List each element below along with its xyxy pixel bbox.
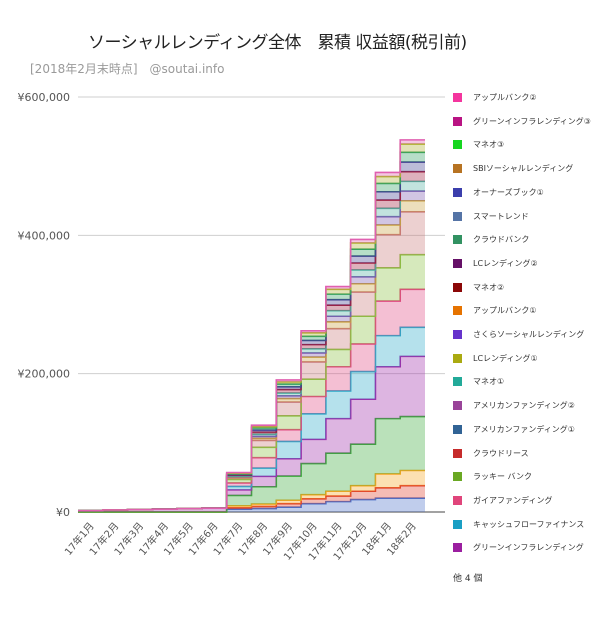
legend-label: ガイアファンディング	[473, 495, 553, 505]
legend-swatch	[453, 424, 462, 434]
legend-label: キャッシュフローファイナンス	[473, 519, 585, 529]
legend-label: クラウドバンク	[473, 235, 530, 245]
legend-label: スマートレンド	[473, 211, 529, 221]
series-area	[78, 181, 425, 511]
series-area	[78, 171, 425, 511]
x-axis-ticks: 17年1月17年2月17年3月17年4月17年5月17年6月17年7月17年8月…	[62, 520, 419, 563]
legend-swatch	[453, 401, 462, 411]
legend-swatch	[453, 282, 462, 292]
legend-swatch	[453, 519, 462, 529]
stacked-areas	[78, 139, 425, 513]
legend-swatch	[453, 448, 462, 458]
legend-swatch	[453, 472, 462, 482]
series-area	[78, 254, 425, 511]
chart-title: ソーシャルレンディング全体 累積 収益額(税引前)	[88, 33, 467, 53]
legend-swatch	[453, 93, 462, 102]
series-area	[78, 162, 425, 511]
series-area	[78, 200, 425, 511]
legend-swatch	[453, 495, 462, 505]
y-tick-label: ¥0	[56, 506, 70, 519]
legend-more-label[interactable]: 他 4 個	[453, 574, 483, 584]
legend-label: SBIソーシャルレンディング	[473, 164, 574, 174]
legend-label: LCレンディング②	[473, 258, 538, 268]
legend-swatch	[453, 543, 462, 553]
legend-label: グリーンインフラレンディング	[473, 543, 584, 553]
y-axis-ticks: ¥0 ¥200,000 ¥400,000 ¥600,000	[18, 91, 71, 519]
legend-swatch	[453, 258, 462, 268]
legend-label: アメリカンファンディング①	[473, 424, 575, 434]
chart-subtitle: [2018年2月末時点] @soutai.info	[30, 62, 225, 76]
legend-label: アメリカンファンディング②	[473, 401, 575, 411]
series-area	[78, 191, 425, 511]
legend-label: マネオ①	[473, 377, 505, 387]
series-area	[78, 144, 425, 511]
legend-swatch	[453, 353, 462, 363]
legend-swatch	[453, 330, 462, 339]
y-tick-label: ¥600,000	[18, 91, 71, 104]
legend-swatch	[453, 116, 462, 126]
legend-label: マネオ③	[473, 140, 505, 150]
legend-swatch	[453, 377, 462, 387]
legend-label: さくらソーシャルレンディング	[473, 330, 585, 339]
legend-swatch	[453, 187, 462, 197]
legend-swatch	[453, 140, 462, 150]
legend-label: アップルバンク②	[473, 93, 537, 102]
legend-swatch	[453, 235, 462, 245]
series-area	[78, 211, 425, 511]
legend-label: グリーンインフラレンディング③	[473, 116, 591, 126]
legend-swatch	[453, 306, 462, 316]
series-area	[78, 152, 425, 511]
legend-label: オーナーズブック①	[473, 187, 544, 197]
legend-label: クラウドリース	[473, 448, 529, 458]
series-area	[78, 416, 425, 512]
y-tick-label: ¥400,000	[18, 229, 71, 242]
legend-swatch	[453, 211, 462, 221]
legend-label: ラッキー バンク	[473, 472, 532, 482]
series-line	[78, 139, 425, 512]
legend-label: アップルバンク①	[473, 306, 537, 316]
y-tick-label: ¥200,000	[18, 368, 71, 381]
legend-label: LCレンディング①	[473, 353, 538, 363]
legend-label: マネオ②	[473, 282, 505, 292]
legend-swatch	[453, 164, 462, 174]
